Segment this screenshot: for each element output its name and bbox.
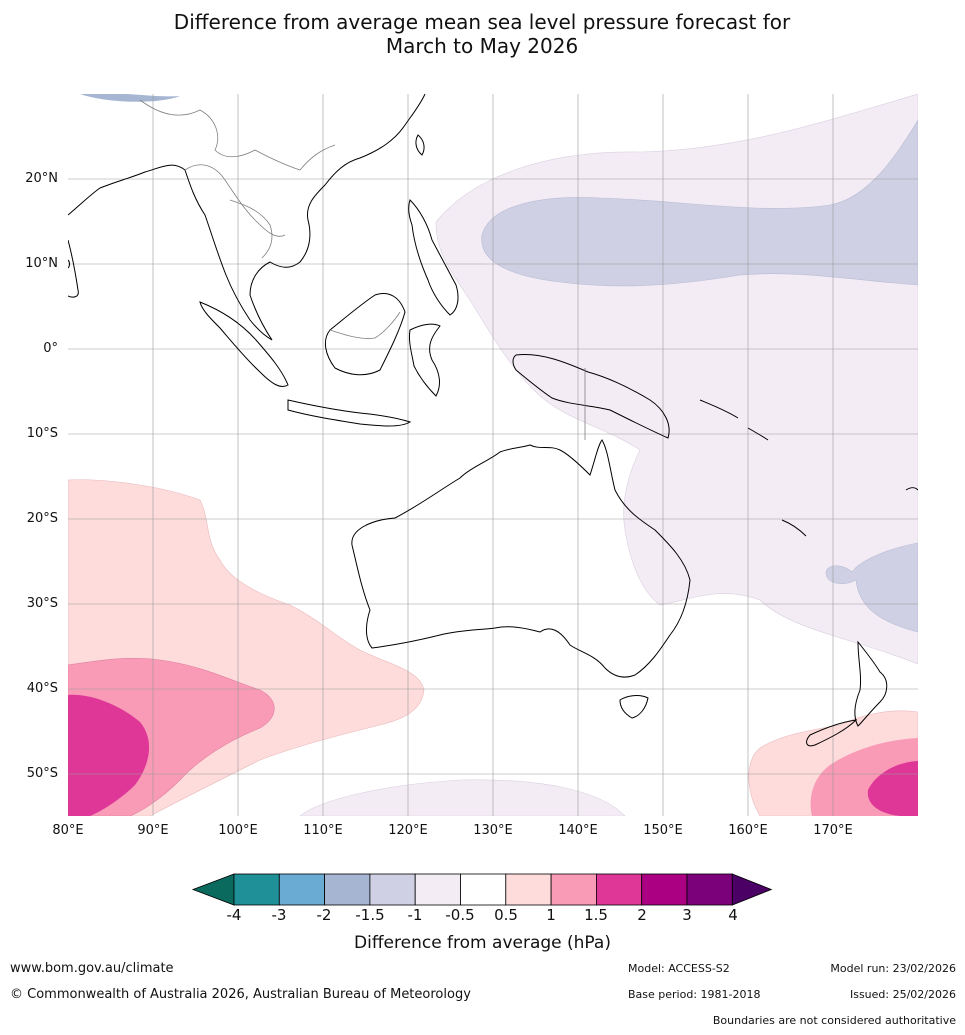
coastline-solomon-vanuatu [699, 399, 918, 537]
title-line-1: Difference from average mean sea level p… [173, 10, 791, 34]
lon-label-130e: 130°E [473, 823, 513, 838]
lat-label-50s: 50°S [26, 766, 58, 781]
colorbar-tick-label: -0.5 [445, 906, 475, 924]
colorbar-tick-label: 1 [546, 906, 556, 924]
lat-label-10s: 10°S [26, 426, 58, 441]
chart-title: Difference from average mean sea level p… [0, 10, 965, 58]
colorbar-segment [596, 873, 643, 906]
issued-date: Issued: 25/02/2026 [849, 988, 956, 1001]
lon-label-170e: 170°E [813, 823, 853, 838]
colorbar-segment [641, 873, 688, 906]
lat-label-20n: 20°N [25, 171, 58, 186]
lon-label-160e: 160°E [728, 823, 768, 838]
lon-label-100e: 100°E [218, 823, 258, 838]
colorbar-segment [414, 873, 461, 906]
lon-label-90e: 90°E [137, 823, 169, 838]
colorbar-tick-label: 0.5 [494, 906, 518, 924]
anomaly-region-neg-north-edge [80, 94, 180, 102]
lon-label-120e: 120°E [388, 823, 428, 838]
lat-label-40s: 40°S [26, 681, 58, 696]
colorbar-tick-label: -3 [271, 906, 287, 924]
website-link[interactable]: www.bom.gov.au/climate [10, 961, 174, 976]
colorbar-segment [324, 873, 371, 906]
anomaly-region-pos-strong-west [68, 694, 150, 816]
lon-label-140e: 140°E [558, 823, 598, 838]
colorbar-title: Difference from average (hPa) [354, 933, 611, 953]
model-name: Model: ACCESS-S2 [628, 962, 730, 975]
coastline-java [287, 399, 412, 427]
coastline-sri-lanka [68, 259, 70, 269]
colorbar-tick-label: -4 [226, 906, 242, 924]
colorbar-extend-low [191, 873, 235, 906]
copyright-text: © Commonwealth of Australia 2026, Austra… [10, 987, 471, 1002]
lat-label-0: 0° [43, 341, 58, 356]
colorbar-tick-label: 2 [637, 906, 647, 924]
coastline-sulawesi [409, 323, 441, 397]
colorbar-tick-label: -2 [316, 906, 332, 924]
colorbar-extend-high [731, 873, 773, 906]
base-period: Base period: 1981-2018 [628, 988, 761, 1001]
graticule [68, 94, 918, 816]
colorbar-tick-label: 4 [728, 906, 738, 924]
colorbar-segment [369, 873, 416, 906]
colorbar-tick-label: -1 [407, 906, 423, 924]
title-line-2: March to May 2026 [385, 34, 579, 58]
lat-label-10n: 10°N [25, 256, 58, 271]
coastline-borneo [324, 293, 406, 376]
coastlines [68, 94, 918, 747]
lat-label-30s: 30°S [26, 596, 58, 611]
model-run-date: Model run: 23/02/2026 [830, 962, 956, 975]
colorbar-tick-label: 1.5 [584, 906, 608, 924]
boundaries-disclaimer: Boundaries are not considered authoritat… [712, 1014, 956, 1027]
coastline-india [68, 239, 79, 298]
colorbar-segment [550, 873, 597, 906]
colorbar-segment [505, 873, 552, 906]
coastline-new-zealand-north [854, 640, 888, 727]
coastline-new-guinea [512, 353, 670, 439]
colorbar-segment [233, 873, 280, 906]
anomaly-fields [68, 94, 918, 816]
coastline-taiwan [415, 134, 425, 156]
lat-label-20s: 20°S [26, 511, 58, 526]
anomaly-region-neg-medium-south [825, 542, 918, 633]
colorbar-tick-label: -1.5 [355, 906, 385, 924]
coastline-new-zealand-south [806, 719, 858, 747]
lon-label-110e: 110°E [303, 823, 343, 838]
coastline-australia [351, 439, 691, 678]
colorbar-segment [460, 873, 507, 906]
anomaly-region-pos-strong-east [867, 761, 918, 816]
colorbar-segment [686, 873, 733, 906]
coastline-tasmania [619, 695, 649, 719]
anomaly-region-neg-medium-north [481, 119, 918, 287]
colorbar [191, 873, 773, 906]
coastline-asia-mainland [68, 94, 426, 341]
lon-label-150e: 150°E [643, 823, 683, 838]
country-borders [139, 99, 586, 440]
colorbar-segment [278, 873, 325, 906]
anomaly-region-neg-southern [299, 779, 626, 816]
coastline-sumatra [199, 301, 289, 387]
coastline-philippines [408, 199, 459, 316]
lon-label-80e: 80°E [52, 823, 84, 838]
colorbar-tick-label: 3 [682, 906, 692, 924]
